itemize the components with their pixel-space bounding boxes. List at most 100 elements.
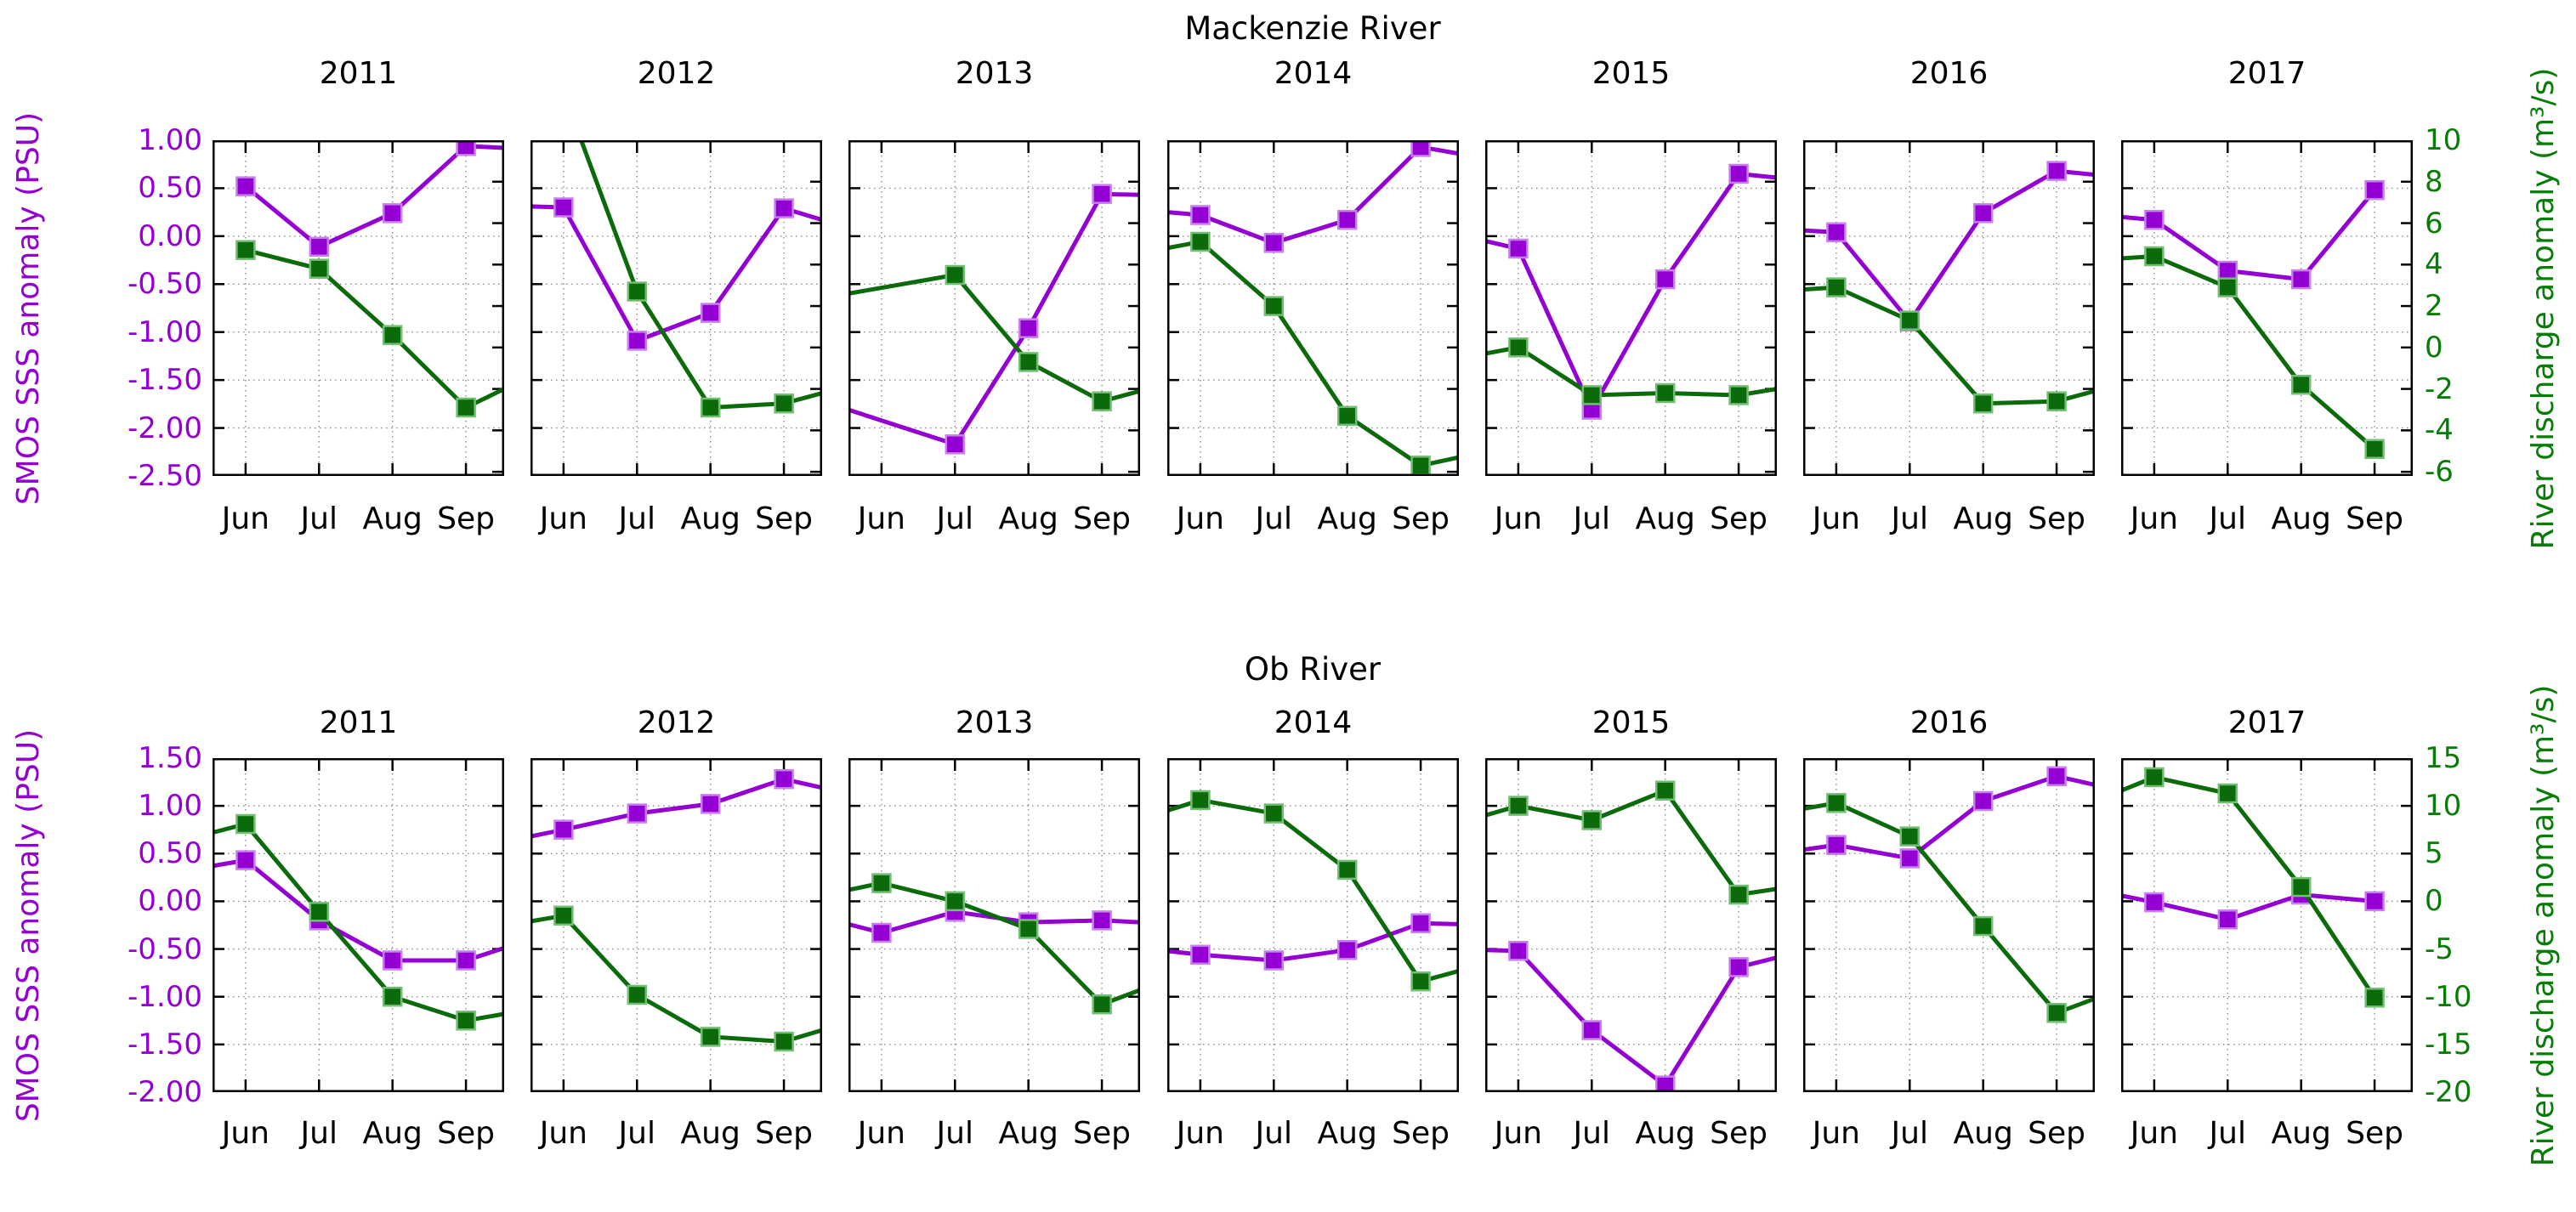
month-tick-label: Jul (618, 1116, 655, 1151)
sss-marker (456, 950, 476, 971)
sss-marker (2364, 891, 2385, 912)
sss-marker (627, 803, 648, 824)
month-tick-label: Jul (2209, 1116, 2246, 1151)
sss-marker (1581, 1020, 1603, 1040)
month-tick-label: Jun (1494, 1116, 1542, 1151)
panel-border (213, 140, 504, 476)
month-tick-label: Sep (437, 501, 495, 536)
panel-border (1485, 140, 1777, 476)
month-tick-label: Jul (1255, 1116, 1292, 1151)
discharge-marker (1263, 803, 1285, 824)
month-tick-label: Jun (2130, 501, 2178, 536)
discharge-marker (700, 397, 721, 418)
sss-marker (2046, 766, 2067, 787)
month-tick-label: Aug (1953, 501, 2013, 536)
discharge-marker (1899, 310, 1921, 331)
discharge-marker (1092, 994, 1112, 1015)
sss-marker (235, 176, 256, 196)
right-tick-label: 8 (2425, 164, 2443, 199)
sss-marker (1728, 163, 1749, 184)
sss-marker (945, 434, 966, 455)
discharge-marker (774, 1031, 794, 1052)
right-tick-label: 2 (2425, 289, 2443, 324)
month-tick-label: Aug (1317, 501, 1377, 536)
sss-marker (1263, 950, 1285, 971)
right-axis-title: River discharge anomaly (m³/s) (2526, 67, 2561, 549)
sss-line (1803, 773, 2095, 861)
sss-line (1803, 168, 2095, 324)
sss-marker (1654, 1075, 1676, 1092)
month-tick-label: Sep (1392, 1116, 1450, 1151)
discharge-marker (1972, 915, 1994, 937)
month-tick-label: Jun (1176, 501, 1224, 536)
discharge-marker (2217, 783, 2238, 804)
month-tick-label: Jul (1573, 501, 1610, 536)
year-label: 2011 (319, 56, 398, 91)
discharge-marker (2144, 246, 2165, 267)
discharge-marker (700, 1027, 721, 1047)
month-tick-label: Aug (2271, 1116, 2331, 1151)
discharge-marker (1410, 971, 1431, 992)
discharge-marker (1410, 456, 1431, 476)
left-tick-label: -0.50 (128, 932, 202, 966)
discharge-marker (382, 986, 403, 1007)
year-label: 2014 (1274, 705, 1353, 740)
row-title-ob: Ob River (1244, 651, 1382, 688)
month-tick-label: Aug (1953, 1116, 2013, 1151)
month-tick-label: Aug (2271, 501, 2331, 536)
sss-marker (774, 198, 794, 218)
panel-border (2121, 758, 2413, 1092)
sss-marker (1899, 848, 1921, 869)
panel-border (531, 140, 822, 476)
panel-border (2121, 140, 2413, 476)
year-label: 2014 (1274, 56, 1353, 91)
year-label: 2016 (1909, 56, 1989, 91)
left-tick-label: 1.50 (138, 741, 202, 775)
left-tick-label: 0.00 (138, 218, 202, 253)
panel-border (1167, 758, 1459, 1092)
discharge-marker (2217, 277, 2238, 297)
month-tick-label: Aug (680, 501, 740, 536)
right-tick-label: -2 (2425, 371, 2454, 406)
discharge-marker (1728, 385, 1749, 405)
month-tick-label: Jul (936, 1116, 973, 1151)
sss-marker (700, 303, 721, 323)
discharge-marker (1826, 277, 1847, 297)
year-label: 2017 (2227, 705, 2306, 740)
discharge-line (1485, 788, 1777, 898)
discharge-marker (1018, 919, 1039, 939)
sss-marker (2046, 161, 2067, 181)
month-tick-label: Jul (300, 1116, 338, 1151)
month-tick-label: Sep (1073, 1116, 1131, 1151)
panel-plot-mackenzie-2017 (2121, 140, 2413, 476)
month-tick-label: Jul (2209, 501, 2246, 536)
sss-marker (1336, 209, 1358, 230)
sss-marker (2290, 269, 2312, 290)
month-tick-label: Aug (1635, 1116, 1695, 1151)
panel-plot-ob-2016 (1803, 758, 2095, 1092)
month-tick-label: Aug (998, 501, 1058, 536)
year-label: 2011 (319, 705, 398, 740)
panel-border (1803, 758, 2095, 1092)
month-tick-label: Jun (1176, 1116, 1224, 1151)
discharge-line (531, 913, 822, 1044)
sss-marker (1508, 941, 1529, 961)
right-tick-label: 15 (2425, 741, 2462, 775)
year-label: 2015 (1592, 56, 1671, 91)
discharge-marker (309, 258, 330, 279)
month-tick-label: Sep (755, 501, 813, 536)
sss-marker (1092, 184, 1112, 204)
discharge-marker (1654, 780, 1676, 801)
panel-plot-mackenzie-2011 (213, 140, 504, 476)
discharge-marker (2290, 876, 2312, 898)
sss-line (1485, 172, 1777, 412)
discharge-line (2121, 254, 2376, 451)
sss-marker (1092, 910, 1112, 931)
sss-marker (2217, 909, 2238, 930)
left-tick-label: -1.00 (128, 979, 202, 1014)
right-tick-label: -10 (2425, 979, 2472, 1014)
row-title-mackenzie: Mackenzie River (1184, 10, 1441, 47)
left-tick-label: -1.50 (128, 363, 202, 398)
discharge-marker (1972, 393, 1994, 414)
discharge-marker (456, 1011, 476, 1031)
